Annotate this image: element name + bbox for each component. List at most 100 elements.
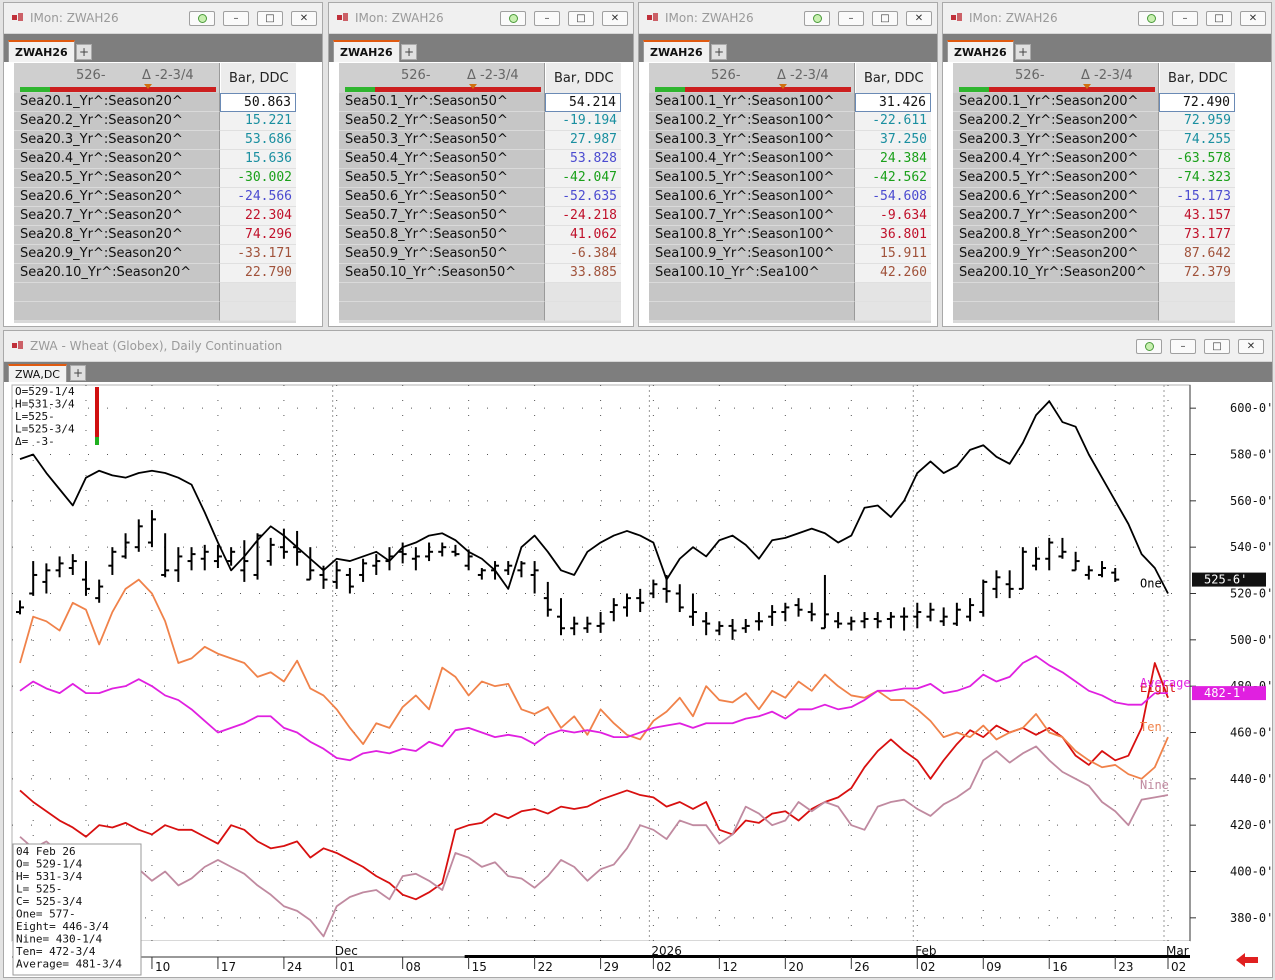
table-row[interactable]: Sea200.4_Yr^:Season200^ -63.578 [953,150,1235,169]
symbol-cell[interactable]: Sea50.3_Yr^:Season50^ [339,131,545,150]
chart-window[interactable]: ZWA - Wheat (Globex), Daily Continuation… [3,330,1273,978]
table-row[interactable]: Sea50.2_Yr^:Season50^ -19.194 [339,112,621,131]
value-cell[interactable]: 36.801 [855,226,931,245]
symbol-cell[interactable]: Sea50.1_Yr^:Season50^ [339,93,545,112]
table-row[interactable]: Sea20.10_Yr^:Season20^ 22.790 [14,264,296,283]
symbol-cell[interactable]: Sea20.1_Yr^:Season20^ [14,93,220,112]
symbol-cell[interactable]: Sea200.2_Yr^:Season200^ [953,112,1159,131]
symbol-cell[interactable]: Sea200.9_Yr^:Season200^ [953,245,1159,264]
table-row[interactable]: Sea50.6_Yr^:Season50^ -52.635 [339,188,621,207]
value-cell[interactable]: 54.214 [545,93,621,112]
empty-row[interactable] [339,283,621,302]
table-row[interactable]: Sea20.7_Yr^:Season20^ 22.304 [14,207,296,226]
add-tab-button[interactable]: + [401,44,417,60]
maximize-button[interactable]: □ [568,11,594,26]
table-row[interactable]: Sea50.3_Yr^:Season50^ 27.987 [339,131,621,150]
table-row[interactable]: Sea20.6_Yr^:Season20^ -24.566 [14,188,296,207]
imon-window-1[interactable]: IMon: ZWAH26– □ ✕ ZWAH26 +526- Δ -2-3/4 Bar, D… [3,2,323,327]
imon-titlebar[interactable]: IMon: ZWAH26 – □ ✕ [943,3,1271,34]
minimize-button[interactable]: – [838,11,864,26]
value-cell[interactable]: -19.194 [545,112,621,131]
table-row[interactable]: Sea100.5_Yr^:Season100^ -42.562 [649,169,931,188]
symbol-cell[interactable]: Sea100.6_Yr^:Season100^ [649,188,855,207]
maximize-button[interactable]: □ [1204,339,1230,354]
symbol-cell[interactable]: Sea100.7_Yr^:Season100^ [649,207,855,226]
table-row[interactable]: Sea50.9_Yr^:Season50^ -6.384 [339,245,621,264]
symbol-cell[interactable]: Sea20.7_Yr^:Season20^ [14,207,220,226]
symbol-cell[interactable]: Sea200.4_Yr^:Season200^ [953,150,1159,169]
table-row[interactable]: Sea200.5_Yr^:Season200^ -74.323 [953,169,1235,188]
table-row[interactable]: Sea200.7_Yr^:Season200^ 43.157 [953,207,1235,226]
live-indicator-button[interactable] [1136,339,1162,354]
empty-row[interactable] [953,302,1235,321]
symbol-cell[interactable]: Sea50.5_Yr^:Season50^ [339,169,545,188]
value-cell[interactable]: -24.566 [220,188,296,207]
tab-zwah26[interactable]: ZWAH26 [8,40,75,62]
symbol-cell[interactable]: Sea20.2_Yr^:Season20^ [14,112,220,131]
table-row[interactable]: Sea20.3_Yr^:Season20^ 53.686 [14,131,296,150]
table-row[interactable]: Sea50.4_Yr^:Season50^ 53.828 [339,150,621,169]
value-cell[interactable]: 73.177 [1159,226,1235,245]
symbol-cell[interactable]: Sea100.8_Yr^:Season100^ [649,226,855,245]
value-cell[interactable]: 74.255 [1159,131,1235,150]
symbol-cell[interactable]: Sea100.3_Yr^:Season100^ [649,131,855,150]
column-header[interactable]: Bar, DDC [545,63,621,93]
table-row[interactable]: Sea50.10_Yr^:Season50^ 33.885 [339,264,621,283]
value-cell[interactable]: -42.562 [855,169,931,188]
add-tab-button[interactable]: + [76,44,92,60]
value-cell[interactable]: -30.002 [220,169,296,188]
table-row[interactable]: Sea200.8_Yr^:Season200^ 73.177 [953,226,1235,245]
value-cell[interactable]: 72.490 [1159,93,1235,112]
table-row[interactable]: Sea100.1_Yr^:Season100^ 31.426 [649,93,931,112]
table-row[interactable]: Sea100.6_Yr^:Season100^ -54.608 [649,188,931,207]
live-indicator-button[interactable] [804,11,830,26]
value-cell[interactable]: 27.987 [545,131,621,150]
scroll-left-arrow-icon[interactable] [1236,953,1258,967]
table-row[interactable]: Sea20.2_Yr^:Season20^ 15.221 [14,112,296,131]
symbol-cell[interactable]: Sea100.5_Yr^:Season100^ [649,169,855,188]
table-row[interactable]: Sea20.1_Yr^:Season20^ 50.863 [14,93,296,112]
value-cell[interactable]: 43.157 [1159,207,1235,226]
table-row[interactable]: Sea100.10_Yr^:Sea100^ 42.260 [649,264,931,283]
table-row[interactable]: Sea200.6_Yr^:Season200^ -15.173 [953,188,1235,207]
symbol-cell[interactable]: Sea50.10_Yr^:Season50^ [339,264,545,283]
value-cell[interactable]: 22.790 [220,264,296,283]
value-cell[interactable]: 50.863 [220,93,296,112]
table-row[interactable]: Sea20.4_Yr^:Season20^ 15.636 [14,150,296,169]
maximize-button[interactable]: □ [257,11,283,26]
symbol-cell[interactable]: Sea200.7_Yr^:Season200^ [953,207,1159,226]
symbol-cell[interactable]: Sea200.3_Yr^:Season200^ [953,131,1159,150]
imon-titlebar[interactable]: IMon: ZWAH26 – □ ✕ [4,3,322,34]
symbol-cell[interactable]: Sea20.10_Yr^:Season20^ [14,264,220,283]
table-row[interactable]: Sea20.8_Yr^:Season20^ 74.296 [14,226,296,245]
value-cell[interactable]: 42.260 [855,264,931,283]
symbol-cell[interactable]: Sea20.9_Yr^:Season20^ [14,245,220,264]
symbol-cell[interactable]: Sea100.9_Yr^:Season100^ [649,245,855,264]
value-cell[interactable]: -74.323 [1159,169,1235,188]
symbol-cell[interactable]: Sea100.4_Yr^:Season100^ [649,150,855,169]
table-row[interactable]: Sea100.8_Yr^:Season100^ 36.801 [649,226,931,245]
table-row[interactable]: Sea20.5_Yr^:Season20^ -30.002 [14,169,296,188]
value-cell[interactable]: 33.885 [545,264,621,283]
table-row[interactable]: Sea200.1_Yr^:Season200^ 72.490 [953,93,1235,112]
minimize-button[interactable]: – [534,11,560,26]
table-row[interactable]: Sea100.7_Yr^:Season100^ -9.634 [649,207,931,226]
imon-titlebar[interactable]: IMon: ZWAH26 – □ ✕ [639,3,937,34]
symbol-cell[interactable]: Sea200.8_Yr^:Season200^ [953,226,1159,245]
maximize-button[interactable]: □ [1206,11,1232,26]
empty-row[interactable] [649,283,931,302]
table-row[interactable]: Sea50.8_Yr^:Season50^ 41.062 [339,226,621,245]
value-cell[interactable]: -54.608 [855,188,931,207]
symbol-cell[interactable]: Sea20.3_Yr^:Season20^ [14,131,220,150]
symbol-cell[interactable]: Sea50.8_Yr^:Season50^ [339,226,545,245]
symbol-cell[interactable]: Sea50.9_Yr^:Season50^ [339,245,545,264]
value-cell[interactable]: -15.173 [1159,188,1235,207]
value-cell[interactable]: -33.171 [220,245,296,264]
close-button[interactable]: ✕ [1240,11,1266,26]
maximize-button[interactable]: □ [872,11,898,26]
value-cell[interactable]: 15.911 [855,245,931,264]
symbol-cell[interactable]: Sea200.5_Yr^:Season200^ [953,169,1159,188]
symbol-cell[interactable]: Sea100.1_Yr^:Season100^ [649,93,855,112]
symbol-cell[interactable]: Sea20.8_Yr^:Season20^ [14,226,220,245]
value-cell[interactable]: -6.384 [545,245,621,264]
